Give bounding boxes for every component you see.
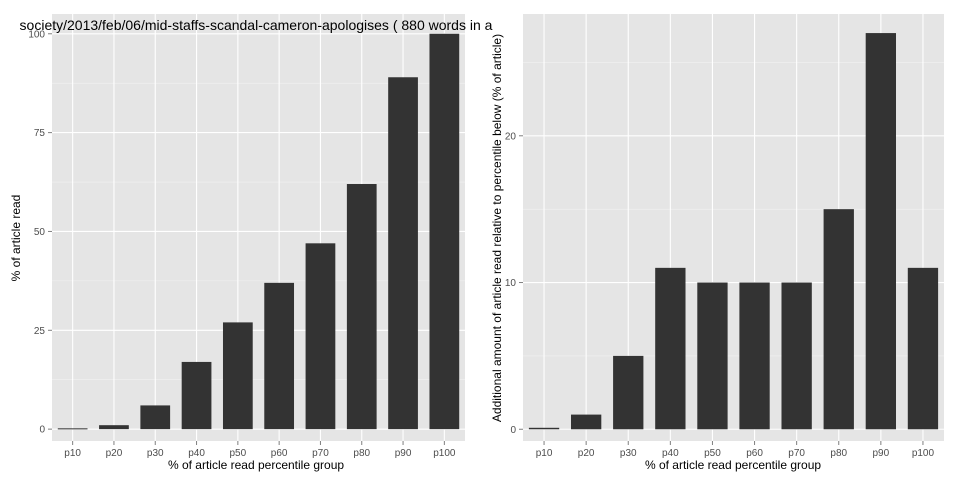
bar-p30 — [613, 355, 644, 430]
x-tick-label: p80 — [353, 448, 370, 459]
x-tick-label: p60 — [271, 448, 288, 459]
x-axis-title: % of article read percentile group — [168, 458, 344, 472]
bar-p40 — [655, 267, 686, 430]
y-axis-title: % of article read — [9, 195, 23, 282]
bar-p80 — [346, 184, 377, 430]
x-tick-label: p70 — [788, 448, 805, 459]
x-tick-label: p50 — [704, 448, 721, 459]
x-tick-label: p30 — [620, 448, 637, 459]
bar-p60 — [739, 282, 770, 430]
bar-p100 — [429, 33, 460, 430]
x-tick-label: p10 — [536, 448, 553, 459]
x-tick-label: p20 — [578, 448, 595, 459]
x-tick-label: p10 — [64, 448, 81, 459]
y-tick-label: 10 — [505, 278, 517, 289]
bar-p40 — [181, 361, 212, 430]
x-tick-label: p100 — [433, 448, 456, 459]
x-axis-title: % of article read percentile group — [645, 458, 821, 472]
x-tick-label: p70 — [312, 448, 329, 459]
bar-p100 — [907, 267, 939, 430]
x-tick-label: p40 — [662, 448, 679, 459]
y-tick-label: 0 — [510, 425, 516, 436]
bar-p30 — [140, 405, 171, 430]
bars — [57, 33, 460, 430]
x-tick-label: p30 — [147, 448, 164, 459]
x-axis-ticks: p10 p20 p30 p40 p50 p60 p70 p80 p90 p100 — [64, 441, 456, 459]
x-tick-label: p90 — [395, 448, 412, 459]
y-axis-title: Additional amount of article read relati… — [490, 34, 504, 422]
x-tick-label: p60 — [746, 448, 763, 459]
x-axis-ticks: p10 p20 p30 p40 p50 p60 p70 p80 p90 p100 — [536, 441, 935, 459]
y-axis-ticks: 0 10 20 — [505, 131, 523, 436]
bars — [528, 33, 939, 430]
y-tick-label: 100 — [28, 29, 45, 40]
y-tick-label: 50 — [34, 227, 46, 238]
y-tick-label: 0 — [39, 425, 45, 436]
bar-p70 — [305, 243, 336, 430]
bar-p60 — [264, 282, 295, 430]
bar-p10 — [528, 427, 560, 430]
bar-p70 — [781, 282, 812, 430]
x-tick-label: p20 — [106, 448, 123, 459]
y-axis-ticks: 0 25 50 75 100 — [28, 29, 52, 436]
bar-p20 — [570, 414, 602, 430]
x-tick-label: p50 — [230, 448, 247, 459]
bar-p20 — [99, 425, 129, 430]
chart-additional-read: 0 10 20 p10 p20 p30 p40 p50 p60 p70 p80 p90 p100 % … — [490, 14, 944, 472]
bar-p90 — [388, 77, 418, 430]
y-tick-label: 25 — [34, 326, 46, 337]
x-tick-label: p100 — [912, 448, 935, 459]
y-tick-label: 75 — [34, 128, 46, 139]
x-tick-label: p90 — [873, 448, 890, 459]
y-tick-label: 20 — [505, 131, 517, 142]
bar-p50 — [222, 322, 253, 430]
bar-p10 — [57, 428, 88, 430]
chart-title: society/2013/feb/06/mid-staffs-scandal-c… — [20, 17, 493, 33]
bar-p80 — [823, 209, 854, 430]
x-tick-label: p80 — [830, 448, 847, 459]
bar-p50 — [697, 282, 728, 430]
x-tick-label: p40 — [188, 448, 205, 459]
bar-p90 — [865, 33, 897, 430]
